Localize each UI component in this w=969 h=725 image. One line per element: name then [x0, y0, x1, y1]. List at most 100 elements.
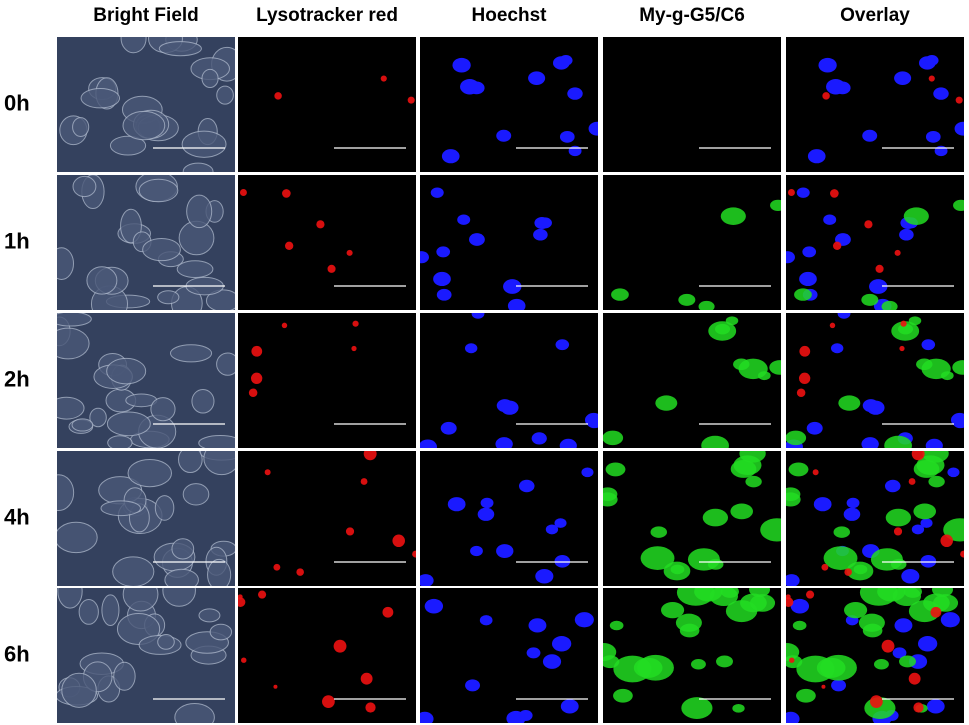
micrograph-panel: [786, 175, 964, 310]
red-signal: [864, 220, 873, 229]
green-signal: [877, 588, 906, 602]
nucleus: [469, 233, 485, 246]
nucleus: [420, 251, 429, 264]
red-signal: [258, 590, 267, 599]
green-signal: [913, 459, 940, 478]
nucleus: [496, 129, 512, 142]
cell-outline: [198, 435, 235, 448]
nucleus: [560, 699, 579, 714]
red-signal: [360, 672, 373, 685]
cell-outline: [57, 474, 75, 511]
row-label: 0h: [4, 90, 30, 115]
green-signal: [908, 316, 922, 326]
nucleus: [480, 497, 494, 509]
nucleus: [818, 57, 837, 73]
micrograph-panel: [238, 175, 416, 310]
red-signal: [908, 478, 916, 485]
red-signal: [832, 241, 842, 250]
panel-background: [238, 37, 416, 172]
nucleus: [477, 507, 495, 521]
panel-content: [603, 451, 781, 586]
cell-outline: [154, 495, 175, 521]
nucleus: [433, 271, 451, 287]
nucleus: [528, 71, 546, 85]
nucleus: [846, 497, 860, 509]
nucleus: [528, 618, 547, 633]
cell-outline: [158, 41, 202, 57]
cell-outline: [100, 500, 142, 517]
red-signal: [821, 684, 826, 689]
green-signal: [861, 293, 879, 306]
red-signal: [273, 684, 278, 689]
cell-outline: [178, 451, 203, 474]
green-signal: [844, 601, 868, 619]
red-signal: [346, 249, 353, 256]
cell-outline: [101, 594, 120, 627]
panel-content: [57, 451, 235, 586]
nucleus: [786, 574, 800, 586]
green-signal: [738, 358, 768, 380]
nucleus: [823, 214, 837, 225]
green-signal: [792, 620, 807, 631]
micrograph-panel: [786, 37, 964, 172]
nucleus: [925, 130, 941, 143]
nucleus: [440, 421, 457, 435]
red-signal: [264, 469, 271, 476]
green-signal: [701, 435, 729, 448]
micrograph-panel: [420, 451, 598, 586]
red-signal: [821, 563, 829, 571]
panel-content: [238, 175, 416, 310]
red-signal: [239, 189, 247, 196]
red-signal: [829, 322, 836, 329]
green-signal: [730, 459, 757, 478]
column-header: Hoechst: [472, 5, 548, 26]
cell-outline: [182, 483, 210, 506]
green-signal: [823, 546, 858, 570]
red-signal: [327, 264, 336, 273]
nucleus: [813, 497, 832, 512]
panel-content: [420, 175, 598, 310]
cell-outline: [150, 397, 176, 422]
panel-content: [238, 37, 416, 172]
nucleus: [545, 524, 559, 535]
cell-outline: [112, 556, 155, 586]
panel-background: [238, 175, 416, 310]
nucleus: [468, 81, 485, 95]
green-signal: [874, 659, 889, 670]
row-label: 6h: [4, 641, 30, 666]
nucleus: [554, 555, 571, 568]
nucleus: [901, 568, 920, 584]
green-signal: [732, 704, 745, 713]
red-signal: [238, 597, 246, 607]
green-signal: [730, 503, 753, 520]
green-signal: [953, 199, 964, 211]
nucleus: [495, 437, 513, 448]
column-header: Lysotracker red: [256, 5, 398, 26]
cell-outline: [57, 327, 90, 360]
micrograph-panel: [603, 175, 781, 310]
red-signal: [796, 388, 806, 397]
panel-background: [238, 451, 416, 586]
micrograph-panel: [420, 588, 598, 723]
cell-outline: [57, 247, 75, 280]
nucleus: [843, 507, 861, 521]
micrograph-panel: [786, 313, 964, 448]
cell-outline: [106, 411, 151, 437]
red-signal: [875, 264, 884, 273]
red-signal: [363, 451, 377, 461]
green-signal: [769, 360, 781, 375]
nucleus: [786, 251, 795, 264]
red-signal: [296, 568, 304, 576]
red-signal: [786, 597, 794, 607]
red-signal: [798, 372, 811, 385]
green-signal: [720, 207, 746, 225]
nucleus: [568, 145, 582, 157]
red-signal: [812, 469, 819, 476]
green-signal: [702, 508, 729, 527]
green-signal: [603, 487, 618, 502]
nucleus: [837, 313, 851, 319]
nucleus: [947, 467, 960, 478]
green-signal: [605, 462, 626, 477]
red-signal: [913, 702, 924, 713]
panel-content: [603, 588, 781, 723]
